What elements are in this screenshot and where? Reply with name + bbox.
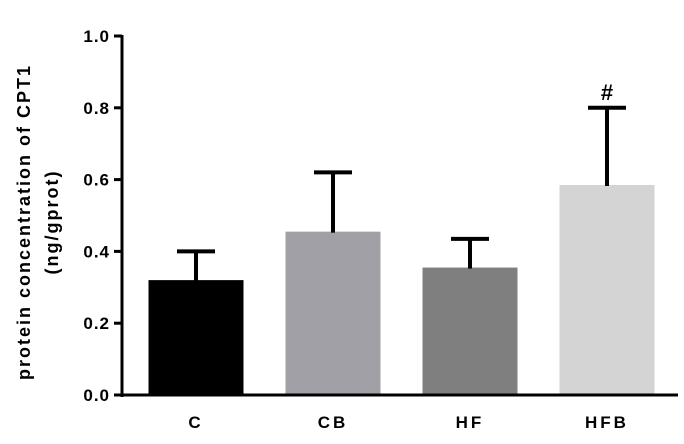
x-labels-group: C CB HF HFB [188, 413, 629, 432]
bar-cb [285, 231, 381, 395]
error-bars-group [177, 105, 626, 282]
y-axis-title: protein concentration of CPT1 (ng/gprot) [14, 64, 62, 380]
bars-group [148, 184, 655, 395]
annotation-hfb: # [601, 80, 613, 105]
annotations-group: # [601, 80, 613, 105]
x-tick-label-hfb: HFB [585, 413, 629, 432]
bar-hf [422, 267, 518, 395]
y-tick-label: 0.8 [83, 99, 110, 118]
x-tick-label-hf: HF [456, 413, 485, 432]
x-tick-label-cb: CB [318, 413, 349, 432]
y-tick-label: 1.0 [83, 27, 110, 46]
y-tick-label: 0.0 [83, 386, 110, 405]
y-axis-title-line1: protein concentration of CPT1 [14, 64, 34, 380]
x-tick-label-c: C [188, 413, 203, 432]
y-tick-label: 0.6 [83, 171, 110, 190]
y-ticks-group: 0.0 0.2 0.4 0.6 0.8 1.0 [83, 27, 122, 405]
bar-hfb [559, 184, 655, 395]
y-tick-label: 0.4 [83, 242, 110, 261]
bar-c [148, 280, 244, 395]
axes-group [120, 35, 678, 397]
y-axis-title-line2: (ng/gprot) [42, 170, 62, 275]
y-tick-label: 0.2 [83, 314, 110, 333]
